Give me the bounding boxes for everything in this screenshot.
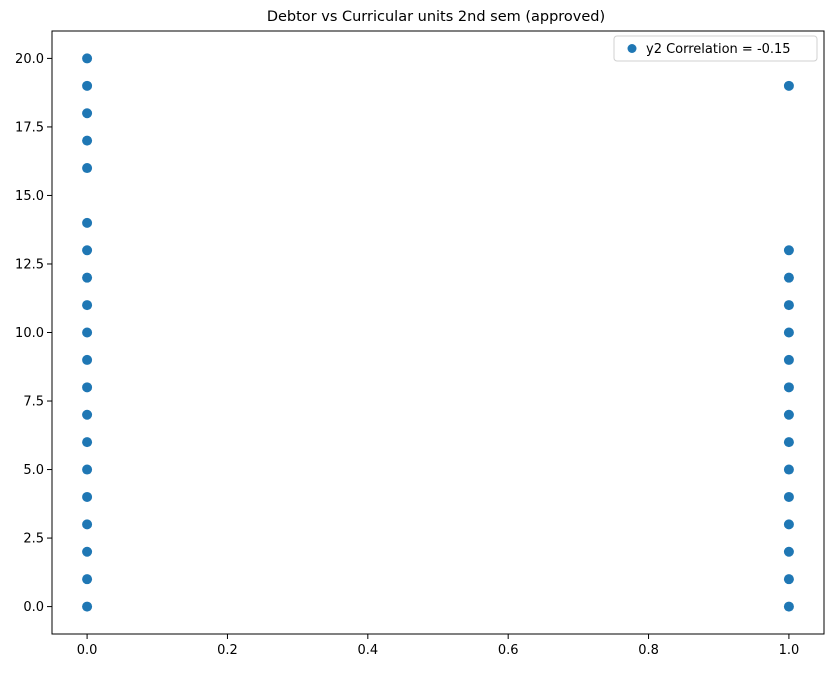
data-point	[82, 601, 93, 612]
y-tick-label: 5.0	[23, 463, 44, 478]
data-point	[783, 300, 794, 311]
data-point	[783, 574, 794, 585]
data-point	[82, 354, 93, 365]
data-point	[783, 245, 794, 256]
data-point	[783, 464, 794, 475]
data-point	[82, 519, 93, 530]
y-tick-label: 2.5	[23, 532, 44, 547]
data-point	[82, 135, 93, 146]
data-point	[82, 245, 93, 256]
data-point	[82, 53, 93, 64]
data-point	[783, 546, 794, 557]
data-point	[82, 80, 93, 91]
data-point	[783, 272, 794, 283]
x-tick-label: 1.0	[779, 643, 800, 658]
y-tick-label: 7.5	[23, 395, 44, 410]
data-point	[82, 464, 93, 475]
x-tick-label: 0.2	[217, 643, 238, 658]
data-point	[82, 382, 93, 393]
x-tick-label: 0.0	[77, 643, 98, 658]
data-point	[783, 354, 794, 365]
data-point	[783, 601, 794, 612]
y-tick-label: 10.0	[15, 326, 44, 341]
data-point	[783, 327, 794, 338]
x-tick-label: 0.8	[638, 643, 659, 658]
data-point	[783, 382, 794, 393]
data-point	[82, 546, 93, 557]
x-tick-label: 0.4	[357, 643, 378, 658]
scatter-points	[82, 53, 794, 612]
data-point	[82, 300, 93, 311]
x-axis: 0.0 0.2 0.4 0.6 0.8 1.0	[77, 634, 800, 658]
data-point	[783, 519, 794, 530]
plot-area-frame	[51, 30, 825, 635]
legend: y2 Correlation = -0.15	[613, 35, 818, 62]
data-point	[82, 217, 93, 228]
y-tick-label: 17.5	[15, 120, 44, 135]
data-point	[783, 409, 794, 420]
x-tick-label: 0.6	[498, 643, 519, 658]
data-point	[82, 327, 93, 338]
data-point	[82, 574, 93, 585]
data-point	[82, 163, 93, 174]
legend-marker	[627, 44, 637, 53]
data-point	[82, 108, 93, 119]
data-point	[82, 272, 93, 283]
legend-label: y2 Correlation = -0.15	[646, 42, 791, 57]
legend-box	[613, 35, 818, 62]
y-tick-label: 0.0	[23, 600, 44, 615]
y-tick-label: 20.0	[15, 52, 44, 67]
data-point	[82, 437, 93, 448]
data-point	[82, 491, 93, 502]
y-tick-label: 15.0	[15, 189, 44, 204]
data-point	[82, 409, 93, 420]
data-point	[783, 491, 794, 502]
y-tick-label: 12.5	[15, 257, 44, 272]
y-axis: 0.0 2.5 5.0 7.5 10.0 12.5 15.0 17.5 20.0	[15, 52, 52, 615]
chart-title: Debtor vs Curricular units 2nd sem (appr…	[267, 9, 605, 25]
data-point	[783, 80, 794, 91]
data-point	[783, 437, 794, 448]
